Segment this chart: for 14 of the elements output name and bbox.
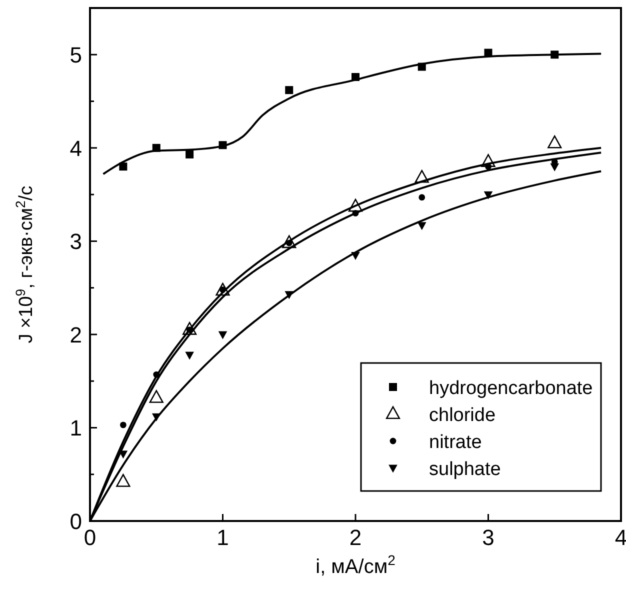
legend-label: chloride: [429, 405, 496, 426]
y-tick-label: 2: [70, 322, 82, 348]
y-tick-label: 5: [70, 42, 82, 68]
y-tick-label: 1: [70, 416, 82, 441]
y-tick-label: 4: [70, 136, 82, 161]
x-tick-label: 2: [349, 525, 362, 550]
x-tick-label: 1: [216, 525, 229, 550]
legend-label: nitrate: [429, 432, 482, 453]
y-tick-label: 3: [70, 229, 82, 254]
x-tick-label: 3: [482, 525, 494, 550]
y-tick-label: 0: [70, 509, 82, 534]
x-axis-title: i, мА/см$^{2}$: [316, 552, 396, 578]
legend-label: hydrogencarbonate: [429, 378, 593, 399]
legend-label: sulphate: [429, 459, 501, 480]
